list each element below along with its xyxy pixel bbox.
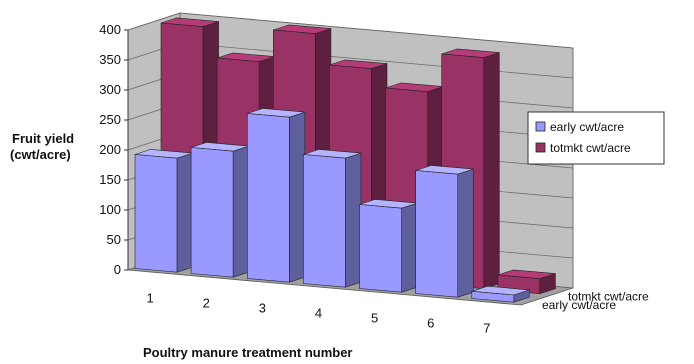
- legend-label-early: early cwt/acre: [550, 120, 624, 134]
- x-tick-label: 6: [427, 316, 434, 331]
- y-tick-label: 100: [99, 202, 121, 217]
- y-tick-label: 400: [99, 22, 121, 37]
- y-axis-ticks: 0 50 100 150 200 250 300 350 400: [99, 22, 129, 277]
- gridline: [127, 12, 574, 49]
- bar-front-face: [134, 154, 178, 273]
- legend-label-totmkt: totmkt cwt/acre: [550, 141, 631, 155]
- x-tick-label: 5: [371, 311, 378, 326]
- bar-front-face: [471, 290, 515, 303]
- y-tick-label: 0: [114, 262, 121, 277]
- x-tick-label: 7: [483, 321, 490, 336]
- bar-early-6: [415, 165, 474, 298]
- x-tick-label: 4: [315, 306, 322, 321]
- x-tick-label: 2: [203, 296, 210, 311]
- depth-label: early cwt/acre: [542, 298, 616, 312]
- bar-early-3: [247, 108, 306, 283]
- y-axis-title-line2: (cwt/acre): [10, 147, 71, 162]
- legend-box: [527, 111, 665, 165]
- y-tick-label: 300: [99, 82, 121, 97]
- bar-side-face: [457, 168, 474, 298]
- bar-front-face: [190, 147, 234, 278]
- bar-early-5: [359, 199, 418, 293]
- bar-side-face: [232, 145, 249, 278]
- bar-side-face: [401, 202, 418, 293]
- series-front-bars: [134, 108, 530, 303]
- bar-early-1: [134, 149, 193, 273]
- x-axis-title: Poultry manure treatment number: [143, 345, 353, 360]
- legend: early cwt/acre totmkt cwt/acre: [527, 111, 665, 165]
- bar-early-2: [190, 142, 249, 278]
- y-tick-label: 250: [99, 112, 121, 127]
- bar-early-4: [303, 149, 362, 288]
- bar-early-7: [471, 285, 530, 303]
- legend-swatch-totmkt: [535, 142, 546, 153]
- y-tick-label: 350: [99, 52, 121, 67]
- y-tick-label: 150: [99, 172, 121, 187]
- bar-front-face: [359, 204, 402, 293]
- x-tick-label: 1: [146, 291, 153, 306]
- bar-side-face: [345, 152, 362, 288]
- x-axis-ticks: 1 2 3 4 5 6 7: [146, 291, 490, 336]
- bar-front-face: [303, 154, 346, 288]
- y-tick-label: 50: [107, 232, 121, 247]
- depth-label: totmkt cwt/acre: [568, 289, 649, 303]
- bar-front-face: [415, 170, 459, 298]
- bar-side-face: [288, 111, 306, 283]
- bar-side-face: [176, 152, 193, 273]
- bar-side-face: [483, 52, 500, 290]
- y-axis-title-line1: Fruit yield: [12, 131, 74, 146]
- legend-swatch-early: [535, 121, 546, 132]
- bar-front-face: [247, 113, 290, 283]
- y-tick-label: 200: [99, 142, 121, 157]
- x-tick-label: 3: [259, 301, 266, 316]
